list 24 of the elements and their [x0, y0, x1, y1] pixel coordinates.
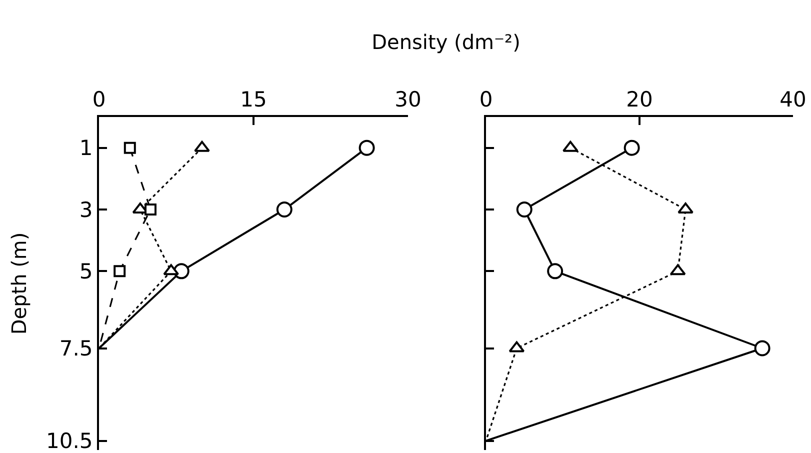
y-tick-label: 5 [79, 260, 93, 284]
x-tick-label: 15 [240, 88, 267, 112]
point [754, 340, 770, 356]
point [114, 265, 126, 278]
x-tick-label: 30 [394, 88, 422, 112]
y-tick-label: 10.5 [46, 429, 93, 453]
x-tick-label: 40 [780, 88, 806, 112]
y-axis-title: Depth (m) [7, 232, 32, 335]
y-tick-label: 3 [79, 198, 93, 222]
x-tick-label: 0 [479, 88, 493, 112]
point [276, 202, 292, 218]
point [547, 263, 564, 280]
x-axis-title: Density (dm⁻²) [370, 30, 522, 54]
y-tick-label: 1 [79, 136, 93, 160]
y-tick-label: 7.5 [59, 336, 93, 361]
x-tick-label: 20 [626, 88, 653, 112]
point [124, 142, 136, 154]
point [358, 140, 375, 156]
point [624, 140, 640, 156]
point [562, 140, 578, 152]
x-tick-label: 0 [92, 88, 106, 112]
point [516, 202, 532, 218]
point [144, 204, 156, 216]
point [194, 140, 210, 152]
